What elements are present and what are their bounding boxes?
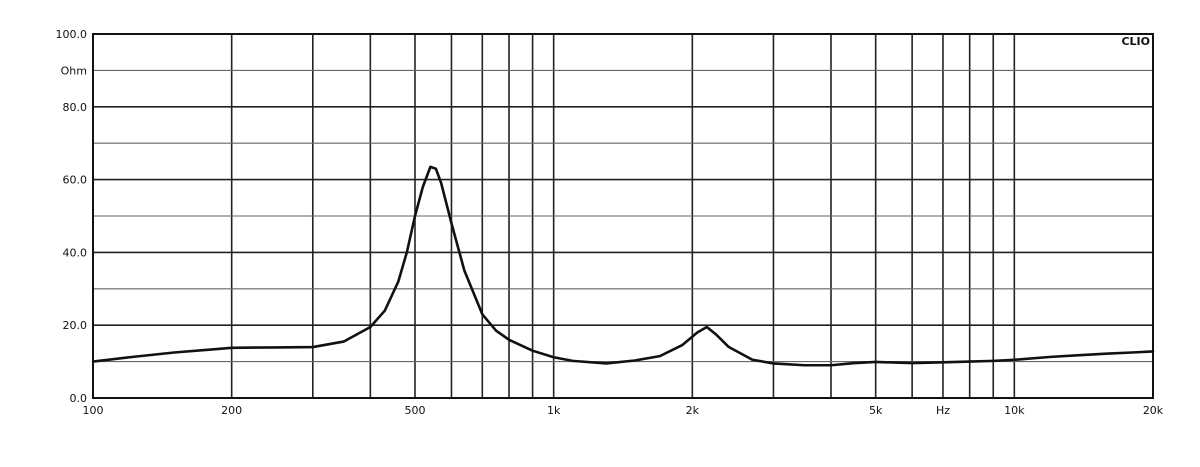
y-tick-label: 80.0	[63, 101, 88, 114]
y-tick-label: Ohm	[61, 64, 87, 77]
impedance-curves	[91, 165, 1155, 367]
y-tick-label: 100.0	[56, 28, 88, 41]
x-axis-tick-labels: 100 200 500 1k 2k 5k Hz 10k 20k	[83, 404, 1164, 417]
y-axis-tick-labels: 100.0 Ohm 80.0 60.0 40.0 20.0 0.0	[56, 28, 88, 405]
x-tick-label: 100	[83, 404, 104, 417]
impedance-series-line	[91, 165, 1155, 367]
x-tick-label: 20k	[1143, 404, 1164, 417]
x-tick-label: 500	[404, 404, 425, 417]
x-tick-label: 1k	[547, 404, 561, 417]
x-tick-label: 5k	[869, 404, 883, 417]
x-tick-label: Hz	[936, 404, 950, 417]
y-tick-label: 20.0	[63, 319, 88, 332]
y-tick-label: 60.0	[63, 174, 88, 187]
x-tick-label: 200	[221, 404, 242, 417]
y-tick-label: 40.0	[63, 246, 88, 259]
y-tick-label: 0.0	[70, 392, 88, 405]
x-tick-label: 2k	[686, 404, 700, 417]
x-tick-label: 10k	[1004, 404, 1025, 417]
plot-frame	[92, 33, 1154, 399]
brand-label: CLIO	[1121, 35, 1150, 48]
